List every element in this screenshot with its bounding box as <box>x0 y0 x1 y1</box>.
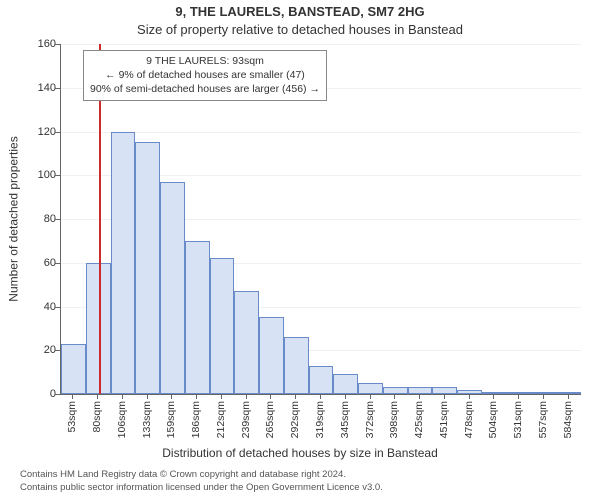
x-tick-label: 53sqm <box>66 401 78 433</box>
x-tick-mark <box>320 394 321 399</box>
y-tick-label: 100 <box>26 169 56 181</box>
annotation-line1: 9 THE LAURELS: 93sqm <box>90 54 320 68</box>
x-axis-label: Distribution of detached houses by size … <box>0 446 600 460</box>
bar <box>61 344 86 394</box>
footnote-line2: Contains public sector information licen… <box>20 482 580 494</box>
x-tick-label: 186sqm <box>190 401 202 438</box>
annotation-line3: 90% of semi-detached houses are larger (… <box>90 82 320 96</box>
x-tick-mark <box>270 394 271 399</box>
x-tick-label: 478sqm <box>463 401 475 438</box>
x-tick-mark <box>221 394 222 399</box>
x-tick-label: 557sqm <box>537 401 549 438</box>
bar <box>160 182 185 394</box>
chart-container: 9, THE LAURELS, BANSTEAD, SM7 2HG Size o… <box>0 0 600 500</box>
x-tick-label: 531sqm <box>512 401 524 438</box>
y-axis-label: Number of detached properties <box>7 136 21 301</box>
x-tick-label: 239sqm <box>240 401 252 438</box>
x-tick-label: 345sqm <box>339 401 351 438</box>
x-tick-mark <box>444 394 445 399</box>
bar <box>309 366 334 394</box>
bar <box>135 142 160 394</box>
y-tick-label: 0 <box>26 388 56 400</box>
x-tick-mark <box>493 394 494 399</box>
x-tick-label: 398sqm <box>388 401 400 438</box>
x-tick-mark <box>147 394 148 399</box>
x-tick-mark <box>122 394 123 399</box>
bar <box>358 383 383 394</box>
bar <box>432 387 457 394</box>
x-tick-label: 212sqm <box>215 401 227 438</box>
y-tick-label: 20 <box>26 344 56 356</box>
bar <box>333 374 358 394</box>
x-tick-label: 504sqm <box>487 401 499 438</box>
bar <box>234 291 259 394</box>
x-tick-mark <box>394 394 395 399</box>
x-tick-label: 133sqm <box>141 401 153 438</box>
x-tick-label: 425sqm <box>413 401 425 438</box>
bar <box>259 317 284 394</box>
x-tick-label: 265sqm <box>264 401 276 438</box>
bar <box>111 132 136 395</box>
x-tick-mark <box>469 394 470 399</box>
x-tick-mark <box>419 394 420 399</box>
x-tick-label: 80sqm <box>91 401 103 433</box>
annotation-line2: ← 9% of detached houses are smaller (47) <box>90 68 320 82</box>
x-tick-mark <box>295 394 296 399</box>
annotation-box: 9 THE LAURELS: 93sqm ← 9% of detached ho… <box>83 50 327 101</box>
x-tick-mark <box>97 394 98 399</box>
x-tick-label: 159sqm <box>165 401 177 438</box>
x-tick-label: 372sqm <box>364 401 376 438</box>
x-tick-mark <box>370 394 371 399</box>
bar <box>531 392 556 394</box>
y-tick-label: 140 <box>26 82 56 94</box>
y-tick-label: 160 <box>26 38 56 50</box>
x-tick-mark <box>72 394 73 399</box>
y-tick-label: 80 <box>26 213 56 225</box>
plot-area: 9 THE LAURELS: 93sqm ← 9% of detached ho… <box>60 44 581 395</box>
bar <box>210 258 235 394</box>
x-tick-label: 584sqm <box>562 401 574 438</box>
x-tick-label: 106sqm <box>116 401 128 438</box>
chart-title-line1: 9, THE LAURELS, BANSTEAD, SM7 2HG <box>0 4 600 19</box>
bar <box>185 241 210 394</box>
bar <box>284 337 309 394</box>
x-tick-mark <box>518 394 519 399</box>
footnote: Contains HM Land Registry data © Crown c… <box>20 469 580 494</box>
x-tick-mark <box>196 394 197 399</box>
x-tick-label: 292sqm <box>289 401 301 438</box>
x-tick-mark <box>568 394 569 399</box>
y-tick-label: 120 <box>26 126 56 138</box>
x-tick-label: 319sqm <box>314 401 326 438</box>
x-tick-mark <box>345 394 346 399</box>
y-axis-label-wrap: Number of detached properties <box>6 44 22 394</box>
y-tick-label: 40 <box>26 301 56 313</box>
y-tick-label: 60 <box>26 257 56 269</box>
bar <box>556 392 581 394</box>
bar <box>457 390 482 394</box>
chart-title-line2: Size of property relative to detached ho… <box>0 22 600 37</box>
footnote-line1: Contains HM Land Registry data © Crown c… <box>20 469 580 481</box>
x-tick-mark <box>543 394 544 399</box>
x-tick-mark <box>171 394 172 399</box>
x-tick-label: 451sqm <box>438 401 450 438</box>
x-tick-mark <box>246 394 247 399</box>
